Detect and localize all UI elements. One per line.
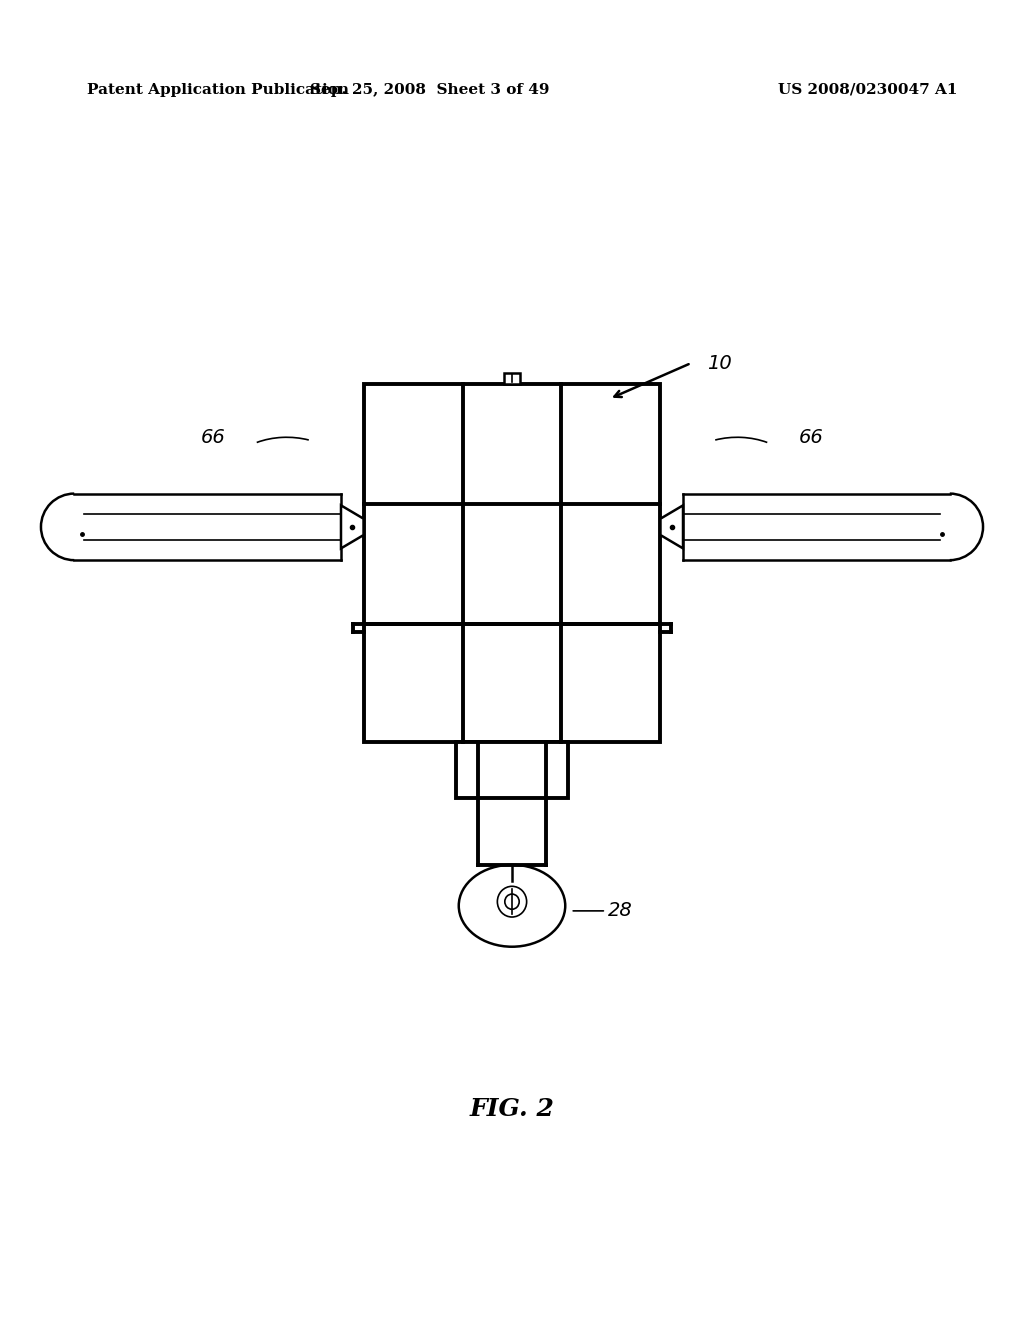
Bar [364,384,660,624]
Polygon shape [341,506,364,548]
Bar [504,374,520,384]
Text: FIG. 2: FIG. 2 [470,1097,554,1121]
Text: Sep. 25, 2008  Sheet 3 of 49: Sep. 25, 2008 Sheet 3 of 49 [310,83,550,96]
Text: US 2008/0230047 A1: US 2008/0230047 A1 [778,83,957,96]
Bar [456,742,568,799]
Text: Patent Application Publication: Patent Application Publication [87,83,349,96]
Text: 66: 66 [201,428,225,446]
Text: 66: 66 [799,428,823,446]
Polygon shape [660,506,683,548]
Bar [364,624,660,742]
Ellipse shape [459,865,565,946]
Text: 10: 10 [707,354,731,372]
Ellipse shape [505,894,519,909]
Text: 28: 28 [608,902,633,920]
